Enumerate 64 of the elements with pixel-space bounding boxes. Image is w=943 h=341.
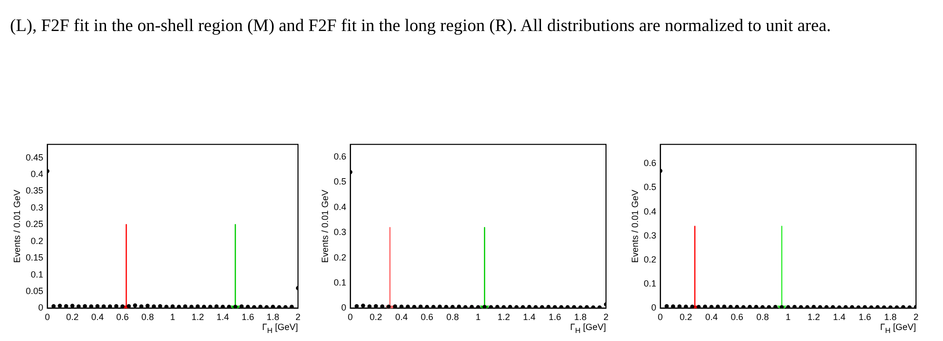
x-tick-label: 1.8 [884, 312, 897, 322]
y-tick-label: 0.15 [26, 252, 44, 263]
y-tick-label: 0.5 [334, 176, 346, 187]
x-axis-title: Γ$_{H}$ [GeV] [880, 322, 916, 335]
y-tick-label: 0.45 [26, 152, 44, 162]
x-tick-label: 0.2 [66, 312, 79, 322]
y-tick-label: 0.1 [30, 269, 44, 280]
x-tick-label: 2 [913, 312, 919, 322]
x-tick-label: 0.2 [370, 312, 382, 322]
x-tick-label: 0.8 [446, 312, 459, 322]
y-tick-label: 0.1 [644, 278, 656, 289]
x-tick-label: 1.2 [497, 312, 510, 322]
y-tick-label: 0.2 [644, 254, 656, 265]
x-tick-label: 0 [44, 312, 50, 322]
y-tick-label: 0.4 [30, 168, 44, 179]
x-axis-title: Γ$_{H}$ [GeV] [570, 322, 606, 335]
x-axis-title: Γ$_{H}$ [GeV] [262, 322, 298, 335]
y-tick-label: 0.35 [26, 186, 44, 196]
x-tick-label: 1.2 [807, 312, 820, 322]
x-tick-label: 0.4 [705, 312, 718, 322]
x-tick-label: 1.8 [266, 312, 280, 322]
x-tick-label: 1 [170, 312, 176, 322]
y-tick-label: 0.2 [334, 252, 346, 262]
y-tick-label: 0 [38, 302, 44, 313]
y-tick-label: 0.25 [26, 219, 44, 230]
y-tick-label: 0.5 [644, 182, 656, 192]
x-tick-label: 0.4 [91, 312, 104, 322]
y-tick-label: 0.6 [334, 151, 346, 162]
x-tick-label: 0 [658, 312, 663, 322]
y-tick-label: 0.3 [334, 227, 346, 238]
y-tick-label: 0.6 [644, 158, 656, 168]
x-tick-label: 2 [295, 312, 301, 322]
text: (L), F2F fit in the on-shell region (M) and F2F fit in the long region (R). All distributions are normalized to unit area. [10, 14, 832, 37]
x-tick-label: 1.4 [833, 312, 846, 322]
y-tick-label: 0 [341, 302, 346, 313]
x-tick-label: 1.2 [191, 312, 204, 322]
x-tick-label: 0.8 [141, 312, 154, 322]
y-tick-label: 0.2 [30, 236, 44, 246]
y-tick-label: 0.05 [26, 286, 44, 296]
y-tick-label: 0.3 [30, 202, 44, 212]
x-tick-label: 0.4 [395, 312, 408, 322]
y-tick-label: 0.1 [334, 277, 346, 288]
x-tick-label: 0.6 [730, 312, 744, 322]
x-tick-label: 1.8 [574, 312, 587, 322]
x-tick-label: 1.4 [216, 312, 230, 322]
x-tick-label: 1.4 [523, 312, 536, 322]
y-tick-label: 0 [651, 302, 656, 313]
x-tick-label: 1.6 [548, 312, 562, 322]
y-tick-label: 0.4 [334, 202, 346, 212]
x-tick-label: 0.6 [420, 312, 434, 322]
x-tick-label: 1.6 [858, 312, 872, 322]
x-tick-label: 0 [348, 312, 353, 322]
y-tick-label: 0.4 [644, 206, 656, 216]
x-tick-label: 1 [786, 312, 791, 322]
y-axis-title: Events / 0.01 GeV [630, 190, 640, 263]
y-axis-title: Events / 0.01 GeV [320, 190, 330, 263]
y-tick-label: 0.3 [644, 230, 656, 240]
x-tick-label: 1 [476, 312, 481, 322]
x-tick-label: 1.6 [242, 312, 254, 322]
x-tick-label: 2 [603, 312, 609, 322]
x-tick-label: 0.6 [116, 312, 129, 322]
x-tick-label: 0.2 [680, 312, 692, 322]
y-axis-title: Events / 0.01 GeV [12, 190, 22, 263]
x-tick-label: 0.8 [756, 312, 769, 322]
